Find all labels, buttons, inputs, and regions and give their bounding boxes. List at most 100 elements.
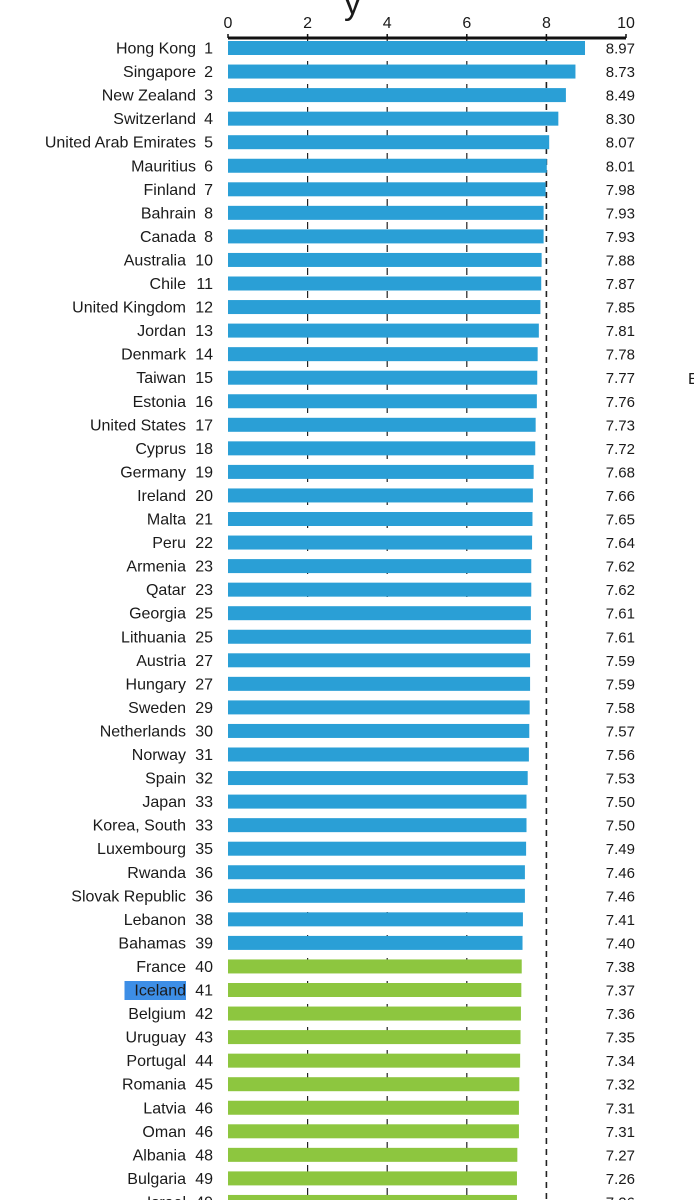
country-label: Netherlands bbox=[100, 723, 186, 740]
rank-label: 23 bbox=[195, 582, 213, 599]
value-label: 7.34 bbox=[606, 1053, 635, 1070]
bar-malta bbox=[228, 512, 533, 526]
value-label: 8.97 bbox=[606, 41, 635, 58]
value-label: 7.77 bbox=[606, 370, 635, 387]
bar-hong-kong bbox=[228, 41, 586, 55]
value-label: 7.66 bbox=[606, 488, 635, 505]
bar-singapore bbox=[228, 64, 576, 79]
country-label: Malta bbox=[147, 512, 186, 529]
bar-netherlands bbox=[228, 723, 530, 738]
country-label: Korea, South bbox=[93, 818, 186, 835]
rank-label: 5 bbox=[204, 135, 213, 152]
country-label: United Kingdom bbox=[72, 300, 186, 317]
value-label: 7.50 bbox=[606, 794, 635, 811]
value-label: 7.87 bbox=[606, 276, 635, 293]
bar-luxembourg bbox=[228, 841, 527, 856]
bar-belgium bbox=[228, 1006, 521, 1021]
value-label: 7.35 bbox=[606, 1030, 635, 1047]
country-label: Lebanon bbox=[124, 912, 186, 929]
bar-albania bbox=[228, 1147, 518, 1162]
bar-armenia bbox=[228, 559, 532, 574]
value-label: 8.30 bbox=[606, 111, 635, 128]
bar-new-zealand bbox=[228, 88, 566, 103]
rank-label: 27 bbox=[195, 653, 213, 670]
country-label: Luxembourg bbox=[97, 841, 186, 858]
rank-label: 8 bbox=[204, 229, 213, 246]
rank-label: 49 bbox=[195, 1194, 213, 1200]
country-label: Sweden bbox=[128, 700, 186, 717]
rank-label: 38 bbox=[195, 912, 213, 929]
country-label: Germany bbox=[120, 464, 186, 481]
country-label: Latvia bbox=[143, 1100, 186, 1117]
partial-title-glyph: y bbox=[344, 0, 361, 22]
rank-label: 32 bbox=[195, 771, 213, 788]
value-label: 7.62 bbox=[606, 582, 635, 599]
right-edge-glyph: E bbox=[688, 371, 694, 388]
value-label: 7.26 bbox=[606, 1194, 635, 1200]
bar-germany bbox=[228, 464, 534, 479]
rank-label: 12 bbox=[195, 300, 213, 317]
country-label: Hungary bbox=[126, 676, 186, 693]
value-label: 7.68 bbox=[606, 464, 635, 481]
value-label: 7.73 bbox=[606, 417, 635, 434]
rank-label: 40 bbox=[195, 959, 213, 976]
value-label: 8.01 bbox=[606, 158, 635, 175]
rank-label: 11 bbox=[196, 276, 213, 293]
rank-label: 25 bbox=[195, 629, 213, 646]
value-label: 7.38 bbox=[606, 959, 635, 976]
bar-chile bbox=[228, 276, 542, 291]
value-label: 7.53 bbox=[606, 771, 635, 788]
bar-hungary bbox=[228, 676, 531, 691]
bar-spain bbox=[228, 771, 528, 786]
bar-georgia bbox=[228, 606, 531, 621]
rank-label: 18 bbox=[195, 441, 213, 458]
rank-label: 36 bbox=[195, 865, 213, 882]
rank-label: 46 bbox=[195, 1124, 213, 1141]
x-tick-label-0: 0 bbox=[224, 15, 233, 32]
value-label: 7.50 bbox=[606, 818, 635, 835]
country-label: Peru bbox=[152, 535, 186, 552]
bar-united-arab-emirates bbox=[228, 135, 550, 150]
country-label: Spain bbox=[145, 771, 186, 788]
bar-uruguay bbox=[228, 1030, 521, 1045]
country-label: Norway bbox=[132, 747, 186, 764]
country-label: Finland bbox=[144, 182, 196, 199]
country-label: Jordan bbox=[137, 323, 186, 340]
country-label: Estonia bbox=[133, 394, 186, 411]
bar-qatar bbox=[228, 582, 532, 597]
rank-label: 3 bbox=[204, 88, 213, 105]
bar-lebanon bbox=[228, 912, 523, 927]
value-label: 7.31 bbox=[606, 1100, 635, 1117]
country-label: Singapore bbox=[123, 64, 196, 81]
rank-label: 7 bbox=[204, 182, 213, 199]
value-label: 7.76 bbox=[606, 394, 635, 411]
country-label: Austria bbox=[136, 653, 186, 670]
country-label: Portugal bbox=[126, 1053, 186, 1070]
bar-romania bbox=[228, 1077, 520, 1092]
bar-rwanda bbox=[228, 865, 525, 880]
rank-label: 19 bbox=[195, 464, 213, 481]
country-label: Japan bbox=[142, 794, 186, 811]
country-label: Switzerland bbox=[113, 111, 196, 128]
bar-bulgaria bbox=[228, 1171, 517, 1186]
bar-australia bbox=[228, 252, 542, 267]
rank-label: 15 bbox=[195, 370, 213, 387]
rank-label: 31 bbox=[195, 747, 213, 764]
rank-label: 8 bbox=[204, 205, 213, 222]
value-label: 7.65 bbox=[606, 512, 635, 529]
rank-label: 30 bbox=[195, 723, 213, 740]
bar-switzerland bbox=[228, 111, 559, 126]
value-label: 8.73 bbox=[606, 64, 635, 81]
value-label: 8.07 bbox=[606, 135, 635, 152]
rank-label: 2 bbox=[204, 64, 213, 81]
rank-label: 43 bbox=[195, 1030, 213, 1047]
bar-sweden bbox=[228, 700, 530, 715]
x-tick-label-2: 2 bbox=[303, 15, 312, 32]
value-label: 7.59 bbox=[606, 676, 635, 693]
row-labels: 1 Hong Kong 8.97 2 Singapore 8.73 3 New Zealand… bbox=[45, 41, 635, 1200]
x-axis: 0 2 4 6 8 10 bbox=[224, 15, 635, 40]
bars bbox=[228, 41, 586, 1200]
country-label: France bbox=[136, 959, 186, 976]
rank-label: 20 bbox=[195, 488, 213, 505]
